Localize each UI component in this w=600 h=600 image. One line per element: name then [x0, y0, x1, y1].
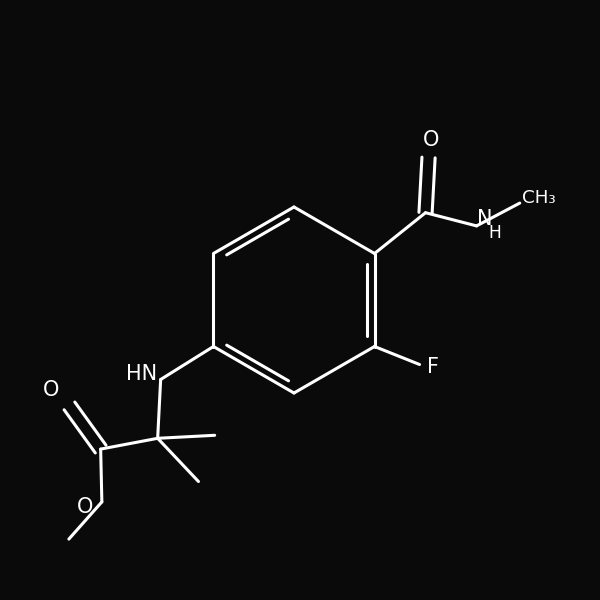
Text: O: O — [43, 380, 59, 400]
Text: N: N — [476, 209, 492, 229]
Text: F: F — [427, 357, 439, 377]
Text: O: O — [77, 497, 93, 517]
Text: O: O — [424, 130, 440, 149]
Text: CH₃: CH₃ — [522, 190, 556, 208]
Text: H: H — [489, 224, 502, 242]
Text: HN: HN — [126, 364, 157, 383]
